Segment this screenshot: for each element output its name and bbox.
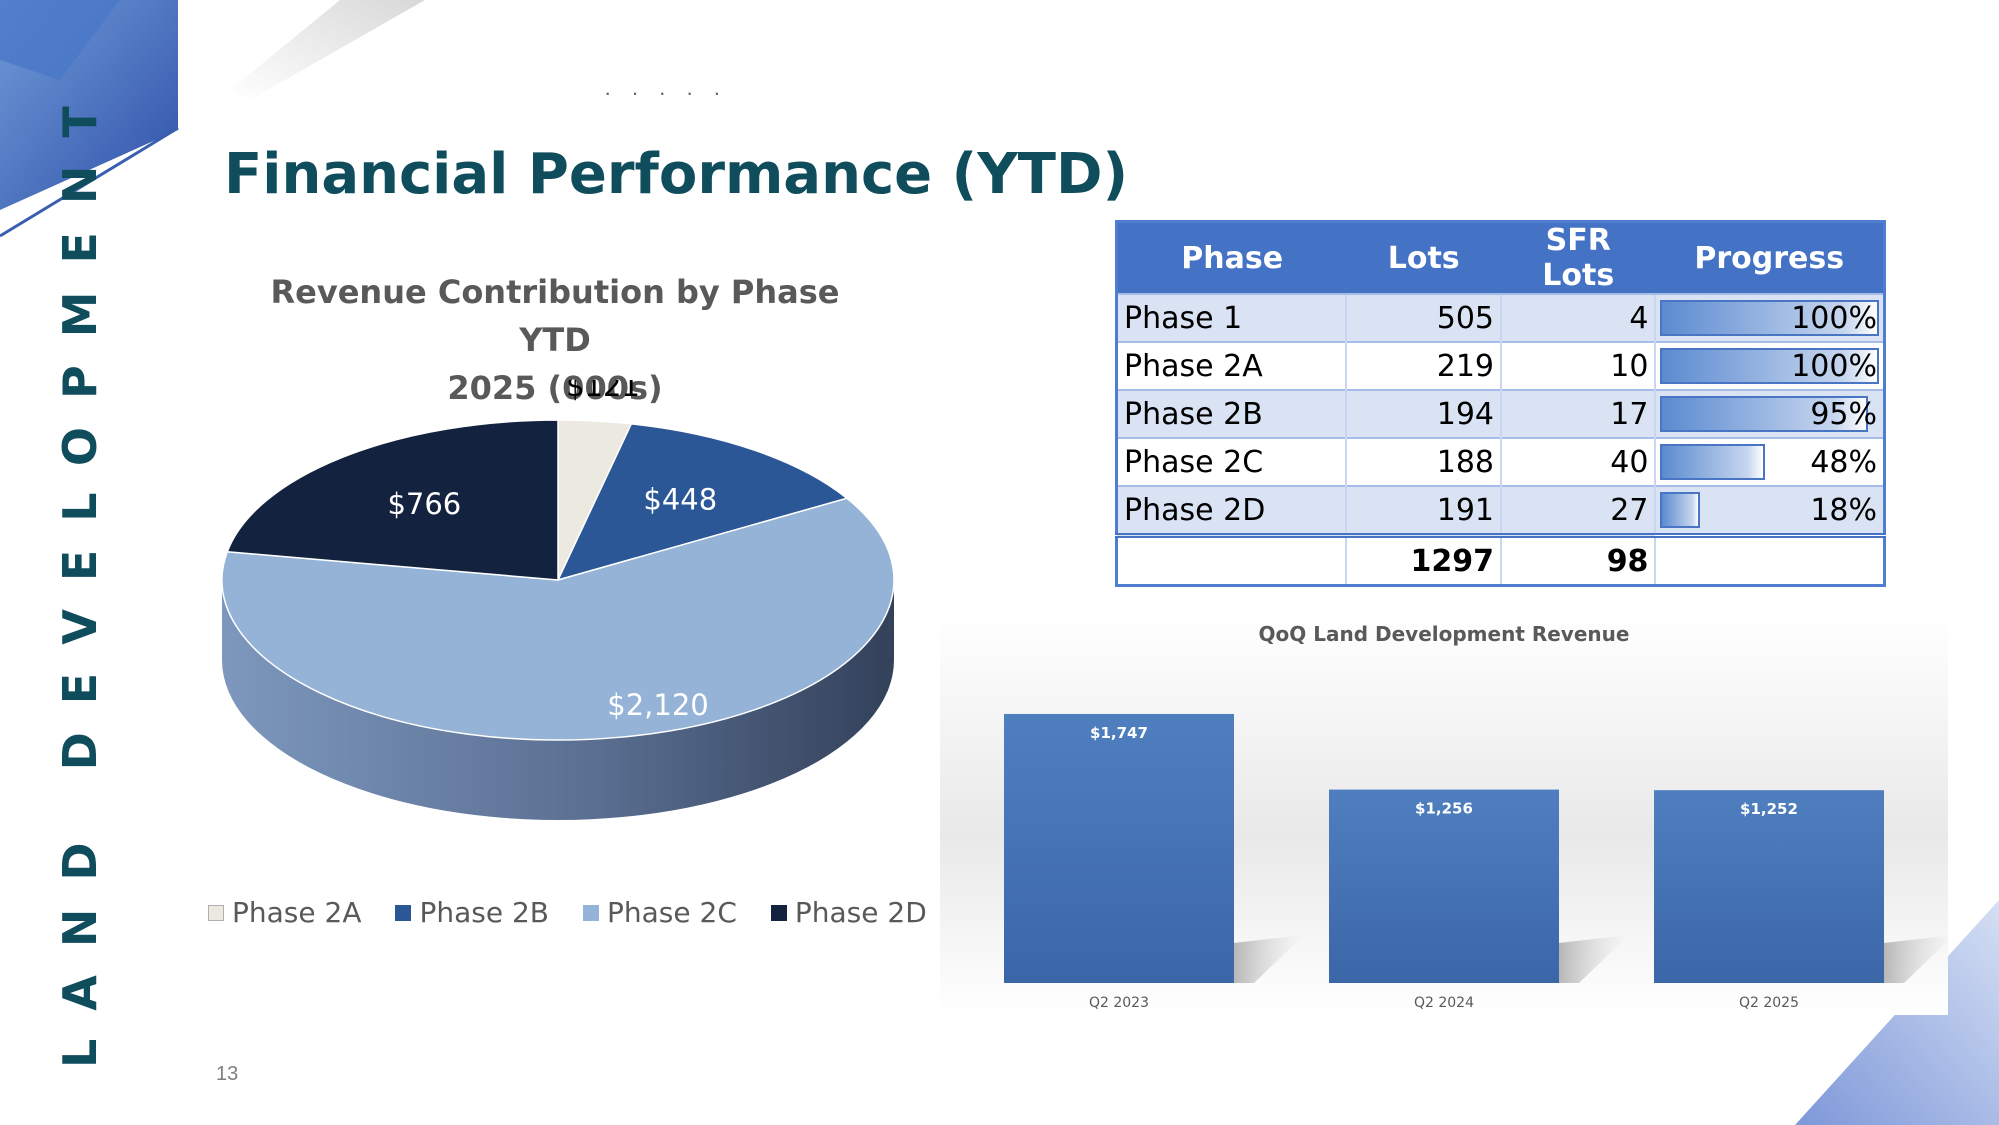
sfr-lots-cell: 40 bbox=[1500, 437, 1656, 486]
progress-value: 100% bbox=[1791, 348, 1877, 384]
phase-cell: Phase 2B bbox=[1116, 389, 1347, 438]
page-number: 13 bbox=[216, 1063, 239, 1085]
bar-q2-2025 bbox=[1654, 790, 1884, 983]
progress-cell: 95% bbox=[1654, 389, 1885, 438]
legend-label: Phase 2D bbox=[794, 896, 927, 929]
bar-data-label: $1,747 bbox=[1090, 724, 1148, 742]
progress-cell: 100% bbox=[1654, 293, 1885, 342]
sfr-lots-cell: 10 bbox=[1500, 341, 1656, 390]
bar-data-label: $1,256 bbox=[1415, 800, 1473, 818]
pie-data-label: $766 bbox=[387, 487, 461, 521]
pie-chart: $121 $448 $2,120 $766 bbox=[221, 380, 895, 820]
vertical-section-title: LAND DEVELOPMENT bbox=[53, 78, 107, 1068]
legend-swatch bbox=[770, 904, 787, 921]
progress-cell: 48% bbox=[1654, 437, 1885, 486]
lots-cell: 188 bbox=[1345, 437, 1502, 486]
progress-cell: 18% bbox=[1654, 485, 1885, 536]
progress-cell: 100% bbox=[1654, 341, 1885, 390]
phase-cell: Phase 1 bbox=[1116, 293, 1347, 342]
legend-item: Phase 2A bbox=[208, 896, 361, 929]
table-row: Phase 2B 194 17 95% bbox=[1116, 389, 1885, 438]
progress-bar bbox=[1660, 300, 1879, 336]
progress-value: 100% bbox=[1791, 300, 1877, 336]
table-row: Phase 2D 191 27 18% bbox=[1116, 485, 1885, 536]
phase-cell: Phase 2A bbox=[1116, 341, 1347, 390]
progress-value: 48% bbox=[1810, 444, 1877, 480]
table-total-row: 1297 98 bbox=[1116, 533, 1885, 586]
bar-q2-2023 bbox=[1004, 713, 1234, 983]
progress-bar bbox=[1660, 396, 1869, 432]
progress-bar bbox=[1660, 348, 1879, 384]
sfr-lots-cell: 17 bbox=[1500, 389, 1656, 438]
pie-slice-phase-2b bbox=[556, 423, 849, 582]
phase-cell: Phase 2D bbox=[1116, 485, 1347, 536]
progress-value: 18% bbox=[1810, 492, 1877, 528]
progress-value: 95% bbox=[1810, 396, 1877, 432]
lots-cell: 505 bbox=[1345, 293, 1502, 342]
legend-item: Phase 2C bbox=[583, 896, 737, 929]
bar-chart: $1,747 Q2 2023 $1,256 Q2 2024 $1,252 Q2 2025 bbox=[1004, 713, 1948, 1011]
total-lots: 1297 bbox=[1345, 533, 1502, 586]
pie-chart-title: Revenue Contribution by Phase YTD 2025 (… bbox=[230, 268, 880, 412]
total-label-cell bbox=[1116, 533, 1347, 586]
pie-data-label: $448 bbox=[643, 483, 717, 517]
lots-cell: 191 bbox=[1345, 485, 1502, 536]
header-lots: Lots bbox=[1346, 221, 1502, 294]
bar-shadow bbox=[1559, 935, 1629, 983]
bar-data-label: $1,252 bbox=[1740, 800, 1798, 818]
lots-cell: 219 bbox=[1345, 341, 1502, 390]
pie-data-label: $121 bbox=[566, 380, 640, 403]
lots-cell: 194 bbox=[1345, 389, 1502, 438]
legend-label: Phase 2B bbox=[419, 896, 550, 929]
gray-stripe bbox=[230, 0, 425, 100]
pie-slice-phase-2c bbox=[221, 497, 895, 741]
legend-item: Phase 2D bbox=[770, 896, 927, 929]
pie-legend: Phase 2A Phase 2B Phase 2C Phase 2D bbox=[208, 896, 927, 929]
progress-bar bbox=[1660, 444, 1766, 480]
progress-bar bbox=[1660, 492, 1700, 528]
bar-category-label: Q2 2023 bbox=[1089, 995, 1149, 1011]
bar-q2-2024 bbox=[1329, 789, 1559, 983]
page-title: Financial Performance (YTD) bbox=[224, 142, 1129, 207]
header-sfr-lots: SFR Lots bbox=[1501, 221, 1656, 294]
pie-title-line-2: 2025 (000s) bbox=[447, 369, 663, 407]
legend-swatch bbox=[583, 904, 600, 921]
legend-swatch bbox=[395, 904, 412, 921]
bar-category-label: Q2 2025 bbox=[1739, 995, 1799, 1011]
legend-label: Phase 2A bbox=[232, 896, 362, 929]
header-phase: Phase bbox=[1116, 221, 1347, 294]
legend-label: Phase 2C bbox=[607, 896, 737, 929]
bar-shadow bbox=[1234, 935, 1304, 983]
header-progress: Progress bbox=[1655, 221, 1885, 294]
pie-slice-phase-2d bbox=[226, 419, 559, 581]
pie-title-line-1: Revenue Contribution by Phase YTD bbox=[270, 273, 840, 359]
table-row: Phase 2C 188 40 48% bbox=[1116, 437, 1885, 486]
table-header-row: Phase Lots SFR Lots Progress bbox=[1116, 221, 1885, 294]
legend-swatch bbox=[208, 904, 224, 921]
table-row: Phase 2A 219 10 100% bbox=[1116, 341, 1885, 390]
sfr-lots-cell: 4 bbox=[1500, 293, 1656, 342]
phase-table: Phase Lots SFR Lots Progress Phase 1 505 4… bbox=[1115, 220, 1886, 587]
total-progress-cell bbox=[1654, 533, 1885, 586]
phase-cell: Phase 2C bbox=[1116, 437, 1347, 486]
accent-line bbox=[0, 126, 179, 238]
pie-data-label: $2,120 bbox=[607, 688, 708, 722]
sfr-lots-cell: 27 bbox=[1500, 485, 1656, 536]
bar-chart-title: QoQ Land Development Revenue bbox=[1258, 622, 1630, 646]
bar-category-label: Q2 2024 bbox=[1414, 995, 1474, 1011]
decorative-dots: ····· bbox=[604, 80, 741, 105]
pie-side-wall bbox=[222, 580, 894, 820]
legend-item: Phase 2B bbox=[395, 896, 549, 929]
bar-shadow bbox=[1884, 935, 1948, 983]
table-row: Phase 1 505 4 100% bbox=[1116, 293, 1885, 342]
total-sfr-lots: 98 bbox=[1500, 533, 1656, 586]
